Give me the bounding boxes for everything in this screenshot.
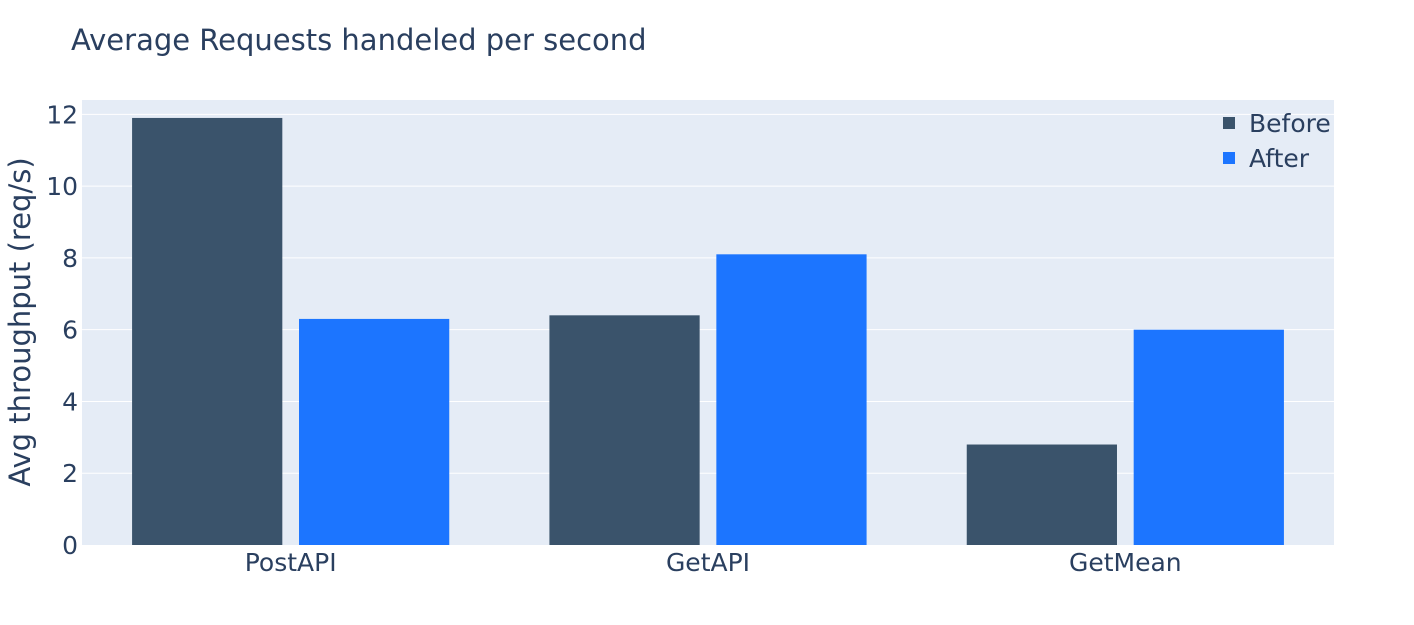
y-tick-labels: 0 2 4 6 8 10 12 (46, 100, 78, 560)
plot-area (82, 100, 1334, 545)
legend: Before After (1223, 109, 1331, 173)
y-tick-label: 12 (46, 100, 78, 129)
y-tick-label: 10 (46, 172, 78, 201)
y-tick-label: 4 (62, 387, 78, 416)
legend-label-before: Before (1249, 109, 1331, 138)
bar-before-getmean (966, 444, 1117, 545)
bars (132, 117, 1284, 546)
x-tick-labels: PostAPI GetAPI GetMean (245, 548, 1182, 577)
legend-swatch-before (1223, 117, 1235, 129)
legend-label-after: After (1249, 144, 1310, 173)
bar-after-postapi (299, 318, 450, 545)
chart-title: Average Requests handeled per second (71, 23, 647, 57)
bar-before-postapi (132, 117, 283, 546)
x-tick-label: GetMean (1069, 548, 1182, 577)
y-tick-label: 0 (62, 531, 78, 560)
y-tick-label: 6 (62, 316, 78, 345)
gridlines (82, 113, 1334, 474)
y-axis-label: Avg throughput (req/s) (3, 157, 37, 486)
bar-after-getmean (1133, 329, 1284, 545)
y-tick-label: 8 (62, 244, 78, 273)
x-tick-label: GetAPI (666, 548, 750, 577)
y-tick-label: 2 (62, 459, 78, 488)
bar-after-getapi (716, 254, 867, 545)
x-tick-label: PostAPI (245, 548, 337, 577)
legend-swatch-after (1223, 152, 1235, 164)
bar-before-getapi (549, 315, 700, 545)
